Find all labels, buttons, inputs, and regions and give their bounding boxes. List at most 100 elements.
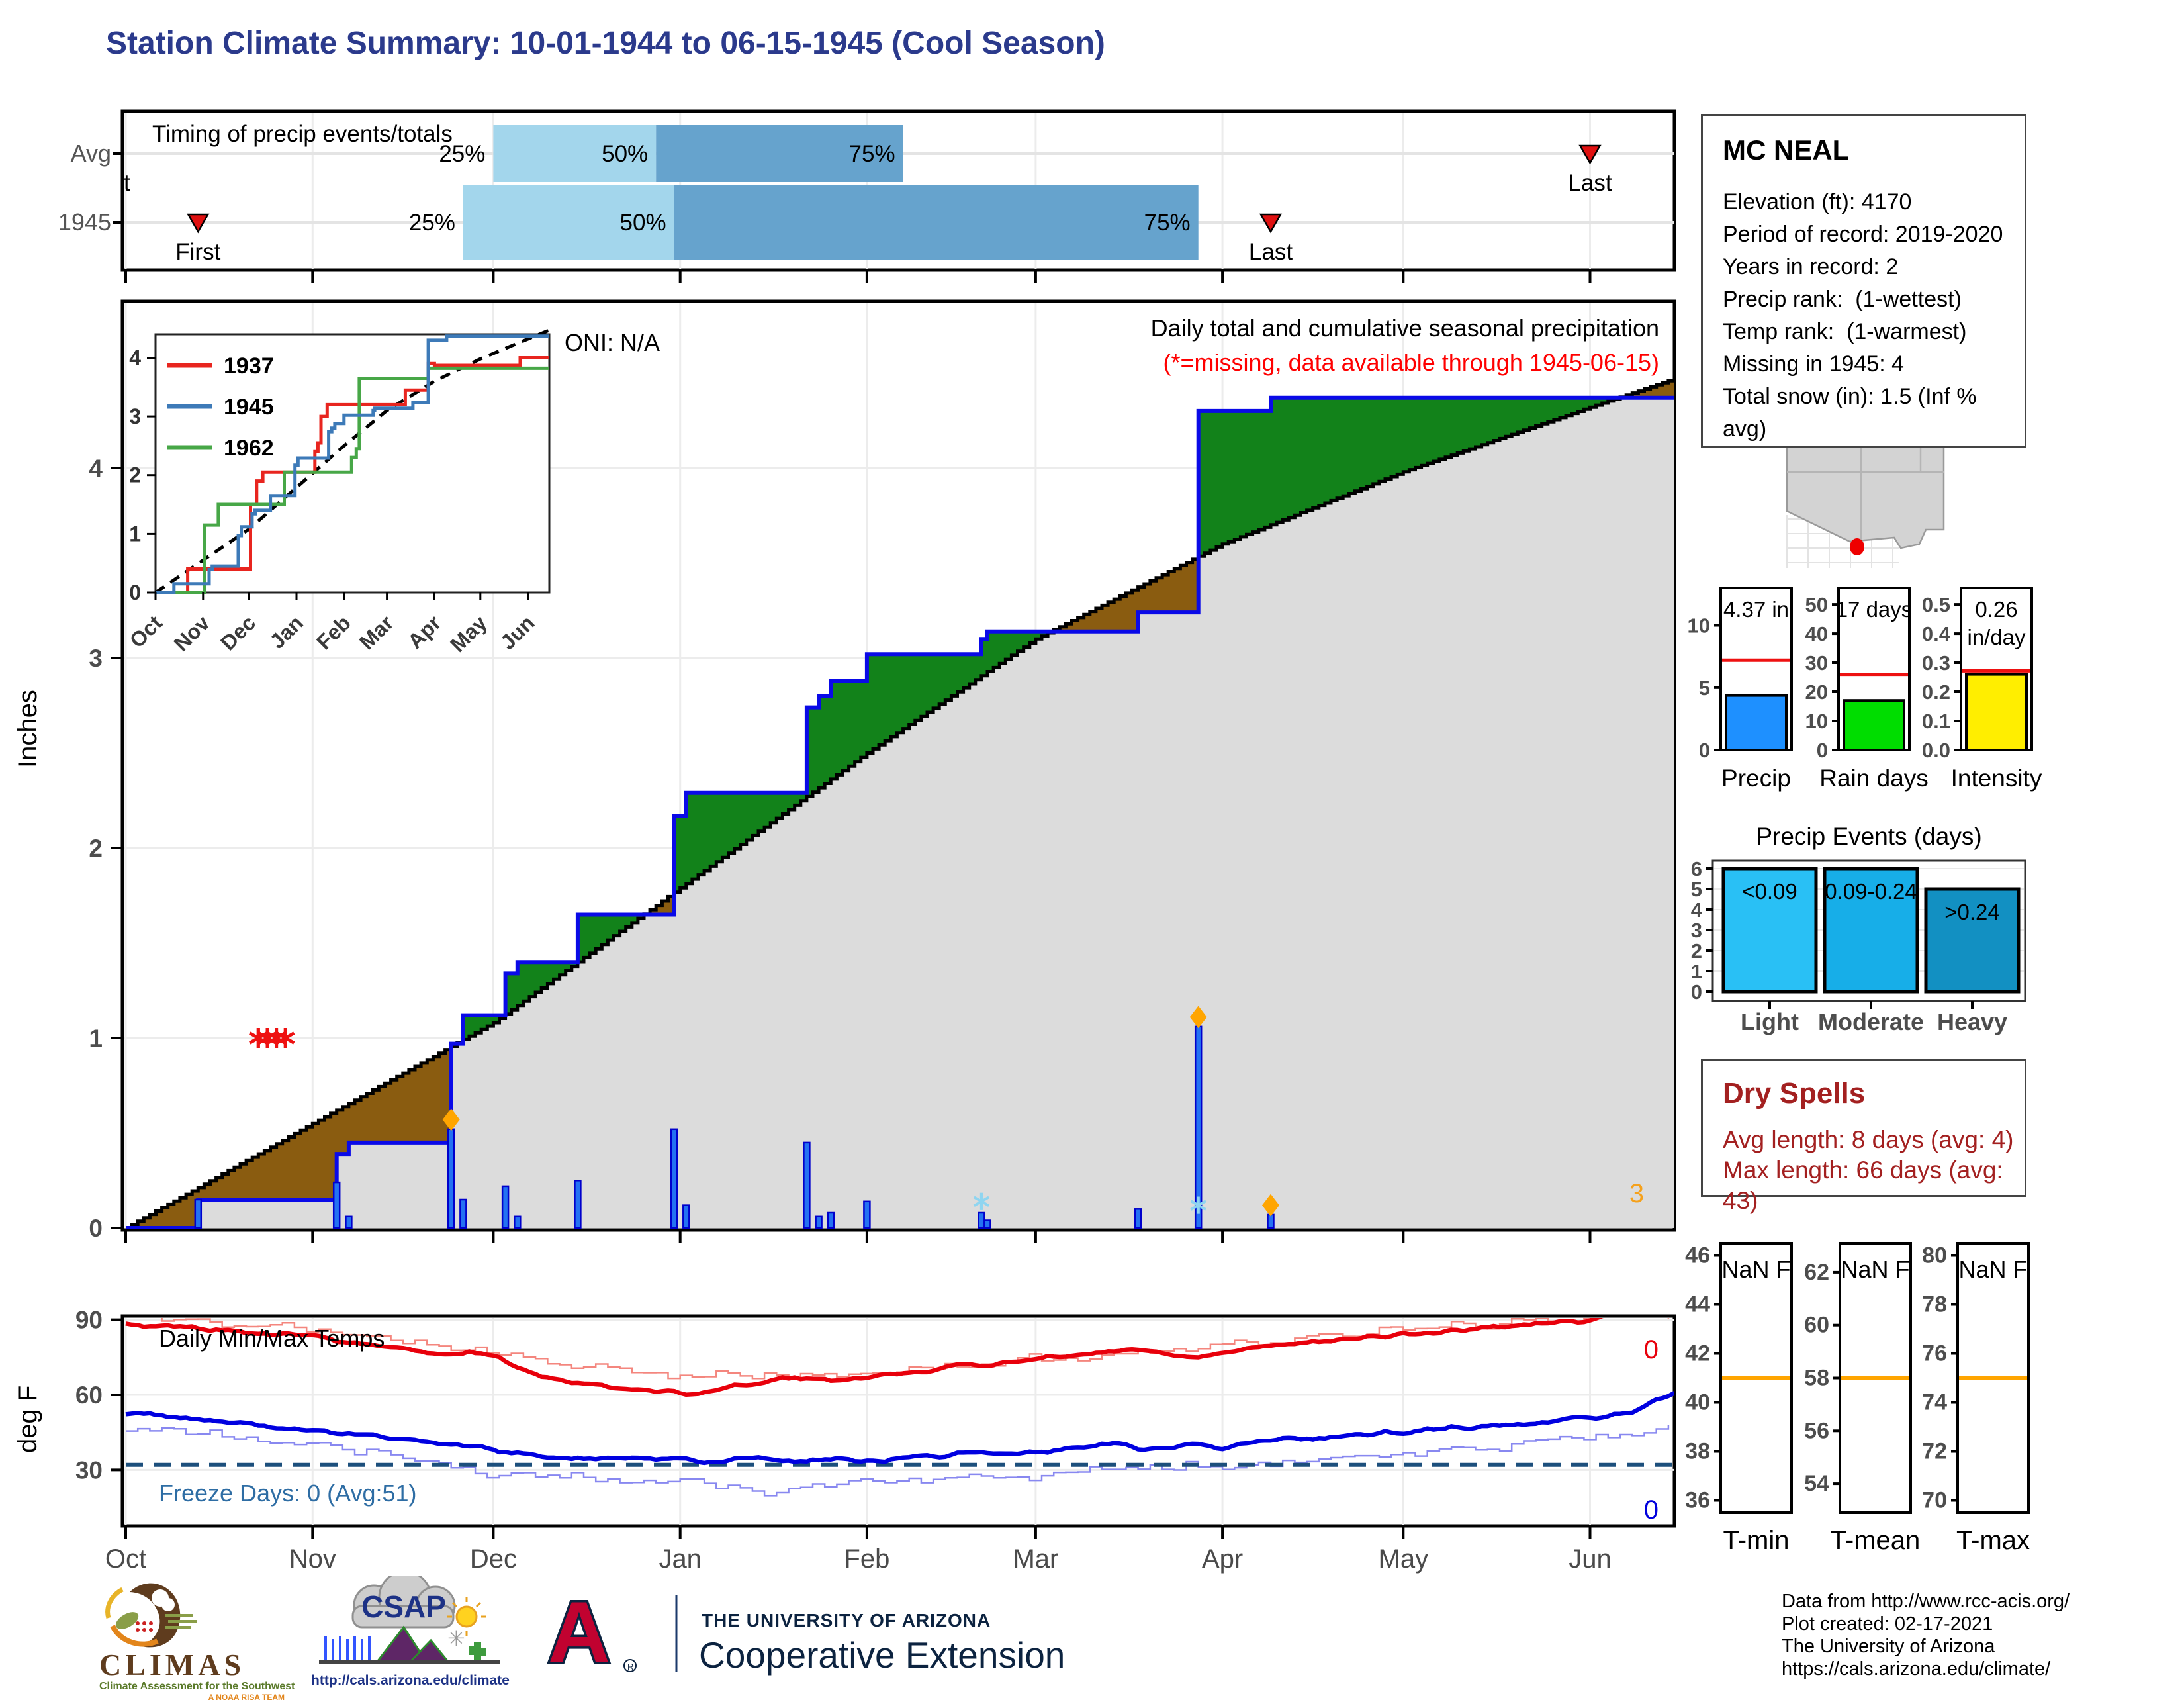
- svg-text:44: 44: [1685, 1292, 1710, 1317]
- svg-text:0.4: 0.4: [1922, 622, 1951, 645]
- svg-text:First: First: [175, 239, 220, 265]
- ua-logo-line2: Cooperative Extension: [699, 1634, 1066, 1676]
- timing-content: 25% 50% 75% First Last 25% 50% 75% First Last: [124, 113, 1674, 269]
- svg-text:Precip Events (days): Precip Events (days): [1756, 823, 1981, 850]
- csap-logo-url: http://cals.arizona.edu/climate: [311, 1673, 510, 1688]
- event-markers: [249, 1006, 1279, 1217]
- svg-text:Apr: Apr: [1202, 1544, 1243, 1574]
- svg-text:90: 90: [75, 1307, 103, 1334]
- svg-text:0.5: 0.5: [1922, 593, 1950, 616]
- footer-university: The University of Arizona: [1782, 1636, 1995, 1657]
- svg-text:4.37 in: 4.37 in: [1723, 597, 1789, 622]
- svg-text:1937: 1937: [224, 354, 274, 379]
- footer-data-source: Data from http://www.rcc-acis.org/: [1782, 1591, 2070, 1612]
- station-info-box: MC NEAL Elevation (ft): 4170 Period of r…: [1701, 114, 2026, 448]
- svg-text:1: 1: [1691, 960, 1702, 983]
- t_max-mini-chart: 70 72 74 76 78 80 NaN F T-max: [1922, 1242, 2030, 1555]
- station-period: Period of record: 2019-2020: [1723, 222, 2003, 247]
- climas-logo-subtitle: Climate Assessment for the Southwest: [99, 1681, 295, 1692]
- cumulative-precip-panel: 3 0 1 2 3 4 Inches Daily total and cumulative s…: [13, 299, 1676, 1243]
- svg-text:Jan: Jan: [659, 1544, 702, 1574]
- svg-text:58: 58: [1804, 1366, 1829, 1391]
- svg-text:38: 38: [1685, 1439, 1710, 1464]
- svg-text:60: 60: [1804, 1313, 1829, 1338]
- station-name: MC NEAL: [1723, 134, 1850, 165]
- svg-text:0: 0: [89, 1215, 103, 1242]
- svg-text:<0.09: <0.09: [1742, 879, 1797, 904]
- svg-text:Freeze Days: 0 (Avg:51): Freeze Days: 0 (Avg:51): [159, 1480, 417, 1507]
- dry-spells-title: Dry Spells: [1723, 1077, 1866, 1110]
- ua-block-a-monogram: A: [548, 1587, 610, 1679]
- station-elevation: Elevation (ft): 4170: [1723, 189, 1912, 214]
- svg-text:30: 30: [1805, 651, 1828, 675]
- svg-text:0: 0: [1699, 739, 1710, 762]
- svg-text:CSAP: CSAP: [361, 1589, 446, 1624]
- station-location-dot: [1850, 538, 1864, 555]
- climas-logo-text: CLIMAS: [99, 1648, 246, 1681]
- svg-text:25%: 25%: [409, 210, 455, 236]
- svg-text:T-mean: T-mean: [1831, 1526, 1921, 1555]
- svg-text:ONI: N/A: ONI: N/A: [565, 329, 660, 356]
- svg-text:80: 80: [1922, 1243, 1947, 1268]
- daily-precip-bars: [194, 1025, 1275, 1229]
- csap-logo-icon: CSAP ✳: [319, 1570, 500, 1664]
- svg-text:0: 0: [129, 581, 141, 604]
- svg-text:17 days: 17 days: [1836, 597, 1913, 622]
- svg-text:78: 78: [1922, 1292, 1947, 1317]
- rain_days-mini-chart: 0 10 20 30 40 50 17 days Rain days: [1805, 587, 1929, 792]
- precip-content: 3: [124, 303, 1674, 1229]
- svg-text:5: 5: [1691, 878, 1702, 901]
- svg-text:1962: 1962: [224, 436, 274, 461]
- svg-text:4: 4: [129, 346, 141, 370]
- temps-panel: Daily Min/Max Temps Freeze Days: 0 (Avg:5…: [13, 1307, 1676, 1574]
- season-cumulative-line: [126, 395, 1674, 1229]
- svg-text:40: 40: [1805, 622, 1828, 645]
- svg-text:May: May: [1379, 1544, 1429, 1574]
- svg-text:0.2: 0.2: [1922, 681, 1950, 704]
- svg-text:2: 2: [89, 835, 103, 862]
- dry-spells-avg: Avg length: 8 days (avg: 4): [1723, 1126, 2014, 1153]
- svg-text:Moderate: Moderate: [1818, 1008, 1924, 1035]
- svg-text:>0.24: >0.24: [1944, 900, 2000, 924]
- timing-panel: 25% 50% 75% First Last 25% 50% 75% First Last Timi…: [58, 109, 1676, 283]
- svg-text:36: 36: [1685, 1488, 1710, 1513]
- climas-logo-icon: [105, 1583, 197, 1648]
- svg-text:Daily total and cumulative sea: Daily total and cumulative seasonal prec…: [1151, 314, 1659, 342]
- svg-text:T-min: T-min: [1723, 1526, 1790, 1555]
- station-missing: Missing in 1945: 4: [1723, 352, 1905, 377]
- svg-text:75%: 75%: [849, 141, 895, 167]
- svg-text:0.0: 0.0: [1922, 739, 1950, 762]
- svg-text:Precip: Precip: [1721, 765, 1791, 792]
- svg-text:74: 74: [1922, 1390, 1947, 1415]
- svg-text:5: 5: [1699, 677, 1710, 700]
- svg-text:Intensity: Intensity: [1951, 765, 2042, 792]
- svg-text:NaN F: NaN F: [1958, 1256, 2027, 1283]
- dry-spells-max: Max length: 66 days (avg: 43): [1723, 1157, 2003, 1214]
- svg-text:Nov: Nov: [289, 1544, 336, 1574]
- precip_total-mini-chart: 0 5 10 4.37 in Precip: [1688, 587, 1793, 792]
- max-temp-line: [125, 1318, 1604, 1397]
- svg-text:NaN F: NaN F: [1721, 1256, 1790, 1283]
- svg-text:75%: 75%: [1144, 210, 1191, 236]
- footer-attribution: Data from http://www.rcc-acis.org/ Plot …: [1782, 1590, 2165, 1680]
- svg-text:3: 3: [1691, 919, 1702, 942]
- climas-logo: CLIMAS Climate Assessment for the Southw…: [99, 1580, 298, 1702]
- svg-text:54: 54: [1804, 1471, 1829, 1496]
- svg-text:Mar: Mar: [1013, 1544, 1058, 1574]
- station-temp-rank: Temp rank: (1-warmest): [1723, 319, 1967, 344]
- svg-text:46: 46: [1685, 1243, 1710, 1268]
- station-years: Years in record: 2: [1723, 254, 1899, 279]
- svg-text:✳: ✳: [447, 1627, 465, 1650]
- svg-text:Avg: Avg: [71, 140, 111, 167]
- station-location-map: [1786, 446, 1945, 568]
- svg-text:deg F: deg F: [13, 1386, 42, 1453]
- svg-text:50%: 50%: [602, 141, 648, 167]
- climas-logo-noaa: A NOAA RISA TEAM: [208, 1693, 285, 1702]
- station-precip-rank: Precip rank: (1-wettest): [1723, 287, 1962, 312]
- csap-logo: CSAP ✳ http://cals.arizona.edu/climate: [311, 1570, 510, 1689]
- svg-text:Last: Last: [1568, 170, 1612, 196]
- svg-text:1945: 1945: [224, 395, 274, 420]
- svg-text:2: 2: [129, 463, 141, 487]
- svg-text:Daily Min/Max Temps: Daily Min/Max Temps: [159, 1325, 385, 1352]
